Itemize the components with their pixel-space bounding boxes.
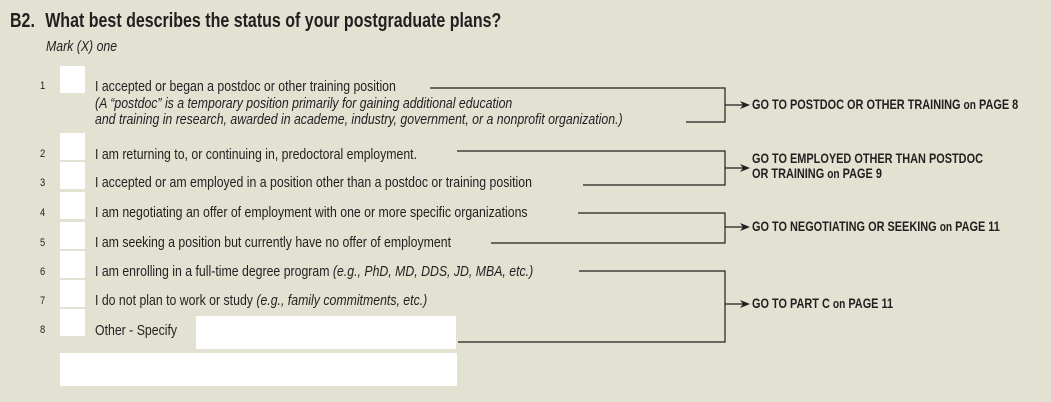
option-note-1a: (A “postdoc” is a temporary position pri… bbox=[95, 95, 513, 112]
checkbox-option-3[interactable] bbox=[60, 162, 85, 189]
skip-text: GO TO EMPLOYED OTHER THAN POSTDOC bbox=[752, 150, 983, 166]
checkbox-option-4[interactable] bbox=[60, 192, 85, 219]
question-number: B2. bbox=[10, 10, 35, 32]
option-label-2: I am returning to, or continuing in, pre… bbox=[95, 146, 418, 163]
option-label-3: I accepted or am employed in a position … bbox=[95, 174, 532, 191]
skip-instruction-4: GO TO PART C on PAGE 11 bbox=[752, 295, 894, 312]
skip-on: on bbox=[963, 97, 976, 112]
checkbox-option-7[interactable] bbox=[60, 280, 85, 307]
checkbox-option-1[interactable] bbox=[60, 66, 85, 93]
skip-on: on bbox=[827, 166, 840, 181]
skip-on: on bbox=[939, 219, 953, 234]
option-number: 1 bbox=[40, 80, 46, 92]
option-number: 5 bbox=[40, 237, 46, 249]
option-number: 7 bbox=[40, 295, 46, 307]
option-label-5: I am seeking a position but currently ha… bbox=[95, 234, 451, 251]
option-number: 8 bbox=[40, 324, 46, 336]
skip-instruction-1: GO TO POSTDOC OR OTHER TRAINING on PAGE … bbox=[752, 96, 1019, 113]
skip-page: PAGE 11 bbox=[955, 218, 1000, 234]
skip-instruction-2: GO TO EMPLOYED OTHER THAN POSTDOC OR TRAI… bbox=[752, 150, 983, 182]
option-number: 3 bbox=[40, 177, 46, 189]
arrow-right-icon bbox=[740, 101, 750, 109]
bracket-line bbox=[491, 212, 726, 244]
skip-on: on bbox=[832, 296, 846, 311]
skip-page: PAGE 9 bbox=[842, 165, 882, 181]
option-label-6: I am enrolling in a full-time degree pro… bbox=[95, 263, 533, 280]
option-label-7: I do not plan to work or study (e.g., fa… bbox=[95, 292, 427, 309]
option-note-1b: and training in research, awarded in aca… bbox=[95, 111, 623, 128]
option-text: I do not plan to work or study bbox=[95, 292, 253, 309]
checkbox-option-8[interactable] bbox=[60, 309, 85, 336]
option-label-1: I accepted or began a postdoc or other t… bbox=[95, 78, 396, 95]
arrow-right-icon bbox=[740, 223, 750, 231]
arrow-right-icon bbox=[740, 300, 750, 308]
skip-instruction-3: GO TO NEGOTIATING OR SEEKING on PAGE 11 bbox=[752, 218, 1000, 235]
skip-page: PAGE 11 bbox=[848, 295, 894, 311]
option-note: (e.g., PhD, MD, DDS, JD, MBA, etc.) bbox=[332, 263, 534, 280]
option-note: (e.g., family commitments, etc.) bbox=[256, 292, 428, 309]
checkbox-option-5[interactable] bbox=[60, 222, 85, 249]
option-label-4: I am negotiating an offer of employment … bbox=[95, 204, 528, 221]
other-specify-input[interactable] bbox=[196, 316, 456, 349]
skip-page: PAGE 8 bbox=[978, 96, 1019, 112]
skip-text: GO TO NEGOTIATING OR SEEKING bbox=[752, 218, 937, 234]
bracket-line bbox=[457, 150, 726, 186]
option-number: 4 bbox=[40, 207, 46, 219]
skip-text: GO TO PART C bbox=[752, 295, 830, 311]
other-specify-input-2[interactable] bbox=[60, 353, 457, 386]
arrow-right-icon bbox=[740, 164, 750, 172]
option-label-8: Other - Specify bbox=[95, 322, 178, 339]
bracket-line bbox=[430, 87, 726, 123]
skip-text: GO TO POSTDOC OR OTHER TRAINING bbox=[752, 96, 961, 112]
bracket-line bbox=[458, 270, 726, 343]
question-text: What best describes the status of your p… bbox=[45, 10, 502, 32]
instruction: Mark (X) one bbox=[46, 38, 118, 55]
option-number: 2 bbox=[40, 148, 46, 160]
checkbox-option-2[interactable] bbox=[60, 133, 85, 160]
option-text: I am enrolling in a full-time degree pro… bbox=[95, 263, 330, 280]
skip-text: OR TRAINING bbox=[752, 165, 825, 181]
option-number: 6 bbox=[40, 266, 46, 278]
checkbox-option-6[interactable] bbox=[60, 251, 85, 278]
question-title: B2. What best describes the status of you… bbox=[10, 10, 501, 33]
